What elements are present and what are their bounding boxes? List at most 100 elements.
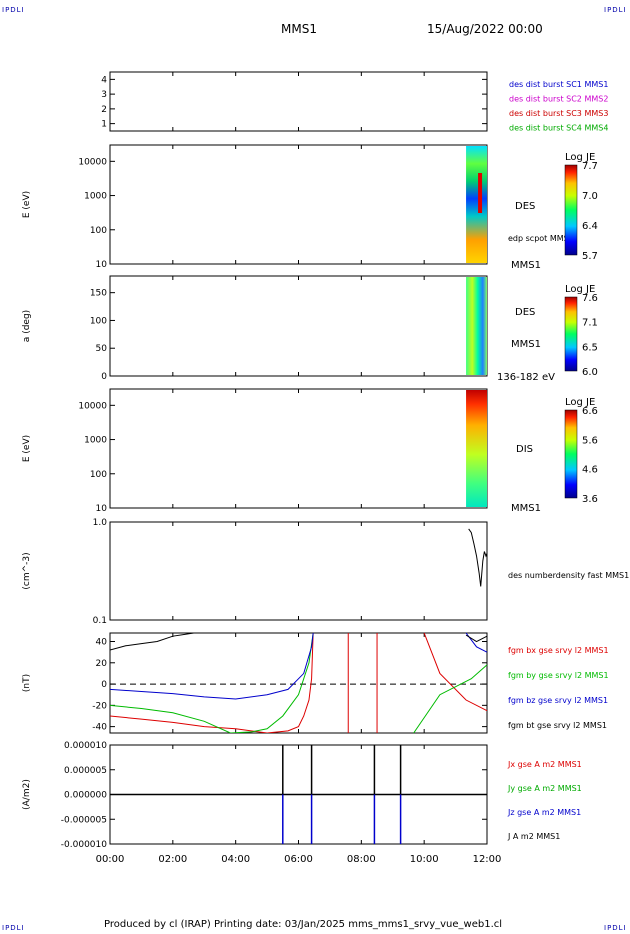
scpot-label: edp scpot MMS1 [508,234,574,243]
ytick-label-2-2: 1000 [84,192,107,202]
xtick-label-5: 10:00 [410,854,439,865]
dis-energy-spectrogram [466,390,487,507]
ytick-label-6-2: 0 [101,680,107,690]
mms1-label-2: MMS1 [511,339,541,350]
colorbar-tick-1-0: 7.7 [582,161,598,172]
ytick-label-4-3: 10000 [78,401,107,411]
ytick-label-3-3: 150 [90,289,107,299]
xtick-label-6: 12:00 [473,854,502,865]
colorbar-tick-2-2: 6.5 [582,342,598,353]
ytick-label-1-2: 3 [101,90,107,100]
by-late [413,664,488,734]
ytick-label-7-1: -0.000005 [61,815,107,825]
panel-ylabel-4: E (eV) [22,435,32,462]
colorbar-tick-1-1: 7.0 [582,191,598,202]
ytick-label-1-3: 4 [101,75,107,85]
xtick-label-1: 02:00 [158,854,187,865]
des-pitch-spectrogram [466,277,487,375]
colorbar-3 [564,409,578,499]
ytick-label-5-0: 0.1 [93,616,107,626]
colorbar-tick-1-3: 5.7 [582,251,598,262]
field-legend-2: fgm bz gse srvy l2 MMS1 [508,696,608,705]
field-legend-3: fgm bt gse srvy l2 MMS1 [508,721,607,730]
legend-entry-1: des dist burst SC2 MMS2 [509,95,608,104]
panel-frame-2 [109,144,488,265]
ytick-label-5-1: 1.0 [93,518,108,528]
panel-frame-4 [109,388,488,509]
panel-frame-3 [109,275,488,377]
energy-range-label: 136-182 eV [497,372,555,383]
ytick-label-4-2: 1000 [84,436,107,446]
page-title: MMS1 [281,22,317,36]
xtick-label-4: 08:00 [347,854,376,865]
field-line-0 [110,633,314,733]
current-legend-3: J A m2 MMS1 [507,832,560,841]
panel-ylabel-6: (nT) [22,674,32,692]
corner-mark-tl: IPDLI [2,6,25,14]
ytick-label-4-0: 10 [96,504,108,514]
colorbar-title-2: Log JE [565,284,595,295]
colorbar-tick-2-1: 7.1 [582,318,598,329]
ytick-label-7-2: 0.000000 [64,791,107,801]
ytick-label-7-3: 0.000005 [64,766,107,776]
ytick-label-7-4: 0.000010 [64,741,107,751]
ytick-label-3-0: 0 [101,372,107,382]
bz-late [465,632,488,653]
xtick-label-3: 06:00 [284,854,313,865]
ytick-label-4-1: 100 [90,470,107,480]
ytick-label-6-0: -40 [92,723,107,733]
des-energy-spectrogram [466,146,487,263]
ytick-label-2-3: 10000 [78,157,107,167]
field-line-2 [110,633,314,700]
colorbar-title-3: Log JE [565,397,595,408]
corner-mark-bl: IPDLI [2,924,25,932]
bx-late [423,632,488,712]
colorbar-1 [564,164,578,256]
colorbar-title-1: Log JE [565,152,595,163]
colorbar-tick-3-1: 5.6 [582,435,598,446]
des-energy-hotspot [478,173,483,213]
panel-ylabel-2: E (eV) [22,191,32,218]
xtick-label-2: 04:00 [221,854,250,865]
colorbar-tick-3-2: 4.6 [582,465,598,476]
mms1-label-3: MMS1 [511,503,541,514]
panel-frame-5 [109,521,488,621]
legend-entry-0: des dist burst SC1 MMS1 [509,80,608,89]
xtick-label-0: 00:00 [96,854,125,865]
dis-label: DIS [516,444,533,455]
corner-mark-tr: IPDLI [604,6,627,14]
colorbar-2 [564,296,578,372]
colorbar-tick-1-2: 6.4 [582,221,598,232]
mms1-label-1: MMS1 [511,260,541,271]
ytick-label-7-0: -0.000010 [61,840,107,850]
field-line-1 [110,633,314,733]
ytick-label-6-4: 40 [96,638,108,648]
panel-ylabel-5: (cm^-3) [22,552,32,589]
ytick-label-6-3: 20 [96,659,108,669]
colorbar-tick-3-3: 3.6 [582,494,598,505]
current-legend-1: Jy gse A m2 MMS1 [507,784,582,793]
ytick-label-2-0: 10 [96,260,108,270]
ytick-label-2-1: 100 [90,226,107,236]
current-legend-2: Jz gse A m2 MMS1 [507,808,581,817]
panel-frame-1 [109,71,488,132]
ytick-label-3-2: 100 [90,316,107,326]
ytick-label-1-1: 2 [101,105,107,115]
ytick-label-3-1: 50 [96,344,108,354]
legend-entry-3: des dist burst SC4 MMS4 [509,124,608,133]
ytick-label-1-0: 1 [101,120,107,130]
colorbar-tick-2-0: 7.6 [582,293,598,304]
current-legend-0: Jx gse A m2 MMS1 [507,760,582,769]
colorbar-tick-3-0: 6.6 [582,406,598,417]
des-label-2: DES [515,307,535,318]
density-legend: des numberdensity fast MMS1 [508,571,629,580]
corner-mark-br: IPDLI [604,924,627,932]
page-date: 15/Aug/2022 00:00 [427,22,543,36]
ytick-label-6-1: -20 [92,701,107,711]
field-line-3 [110,633,194,651]
footer-credit: Produced by cl (IRAP) Printing date: 03/… [104,919,503,930]
colorbar-tick-2-3: 6.0 [582,367,598,378]
panel-ylabel-7: (A/m2) [22,779,32,810]
bt-late [465,634,488,643]
